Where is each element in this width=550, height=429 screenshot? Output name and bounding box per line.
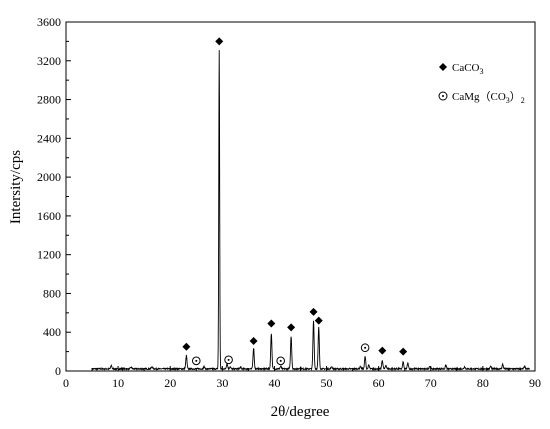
- legend-item-camg-co3-2: CaMg（CO3）2: [438, 90, 525, 105]
- x-tick-label: 40: [268, 376, 280, 390]
- x-axis-title: 2θ/degree: [271, 404, 330, 420]
- y-tick-label: 2000: [37, 170, 61, 184]
- y-tick-label: 800: [43, 286, 61, 300]
- legend-item-caco3: CaCO3: [439, 62, 484, 76]
- legend-label: CaCO3: [452, 62, 484, 76]
- diamond-icon: [439, 63, 447, 71]
- x-tick-label: 60: [373, 376, 385, 390]
- diamond-marker: [287, 323, 296, 332]
- y-tick-label: 3600: [37, 15, 61, 29]
- circle-dot-center: [364, 346, 367, 349]
- circle-dot-marker: [360, 343, 370, 353]
- y-tick-label: 1600: [37, 209, 61, 223]
- x-tick-label: 80: [477, 376, 489, 390]
- x-tick-label: 30: [216, 376, 228, 390]
- x-tick-label: 90: [529, 376, 541, 390]
- circle-dot-marker: [191, 356, 201, 366]
- legend: CaCO3 CaMg（CO3）2: [438, 62, 525, 105]
- x-tick-label: 50: [321, 376, 333, 390]
- circle-dot-center: [227, 358, 230, 361]
- diamond-marker: [215, 37, 224, 46]
- diamond-marker: [182, 342, 191, 351]
- peak-markers: [182, 37, 408, 366]
- y-tick-label: 3200: [37, 54, 61, 68]
- x-axis: 0 10 20 30 40 50 60 70 80 90: [63, 366, 541, 390]
- y-tick-label: 2800: [37, 93, 61, 107]
- y-tick-label: 0: [55, 364, 61, 378]
- x-tick-label: 70: [425, 376, 437, 390]
- y-tick-label: 2400: [37, 131, 61, 145]
- y-axis: 0 400 800 1200 1600 2000 2400 2800 3200 3600: [37, 15, 71, 378]
- x-tick-label: 20: [164, 376, 176, 390]
- diamond-marker: [249, 336, 258, 345]
- x-tick-label: 10: [112, 376, 124, 390]
- circle-dot-center: [279, 359, 282, 362]
- circle-dot-marker: [276, 356, 285, 366]
- plot-area: [65, 21, 536, 372]
- circle-dot-icon: [438, 91, 448, 101]
- plot-border: [65, 21, 536, 372]
- y-tick-label: 1200: [37, 248, 61, 262]
- y-tick-label: 400: [43, 325, 61, 339]
- diamond-marker: [314, 316, 323, 325]
- circle-dot-marker: [224, 355, 233, 365]
- diamond-marker: [267, 319, 276, 328]
- diamond-marker: [378, 346, 387, 355]
- circle-dot-center: [195, 359, 198, 362]
- diamond-marker: [309, 307, 318, 316]
- legend-label: CaMg（CO3）2: [452, 90, 525, 105]
- diamond-marker: [399, 347, 408, 356]
- x-tick-label: 0: [63, 376, 69, 390]
- y-axis-title: Intersity/cps: [8, 150, 24, 224]
- circle-dot-center: [442, 95, 444, 97]
- xrd-pattern-line: [91, 50, 530, 372]
